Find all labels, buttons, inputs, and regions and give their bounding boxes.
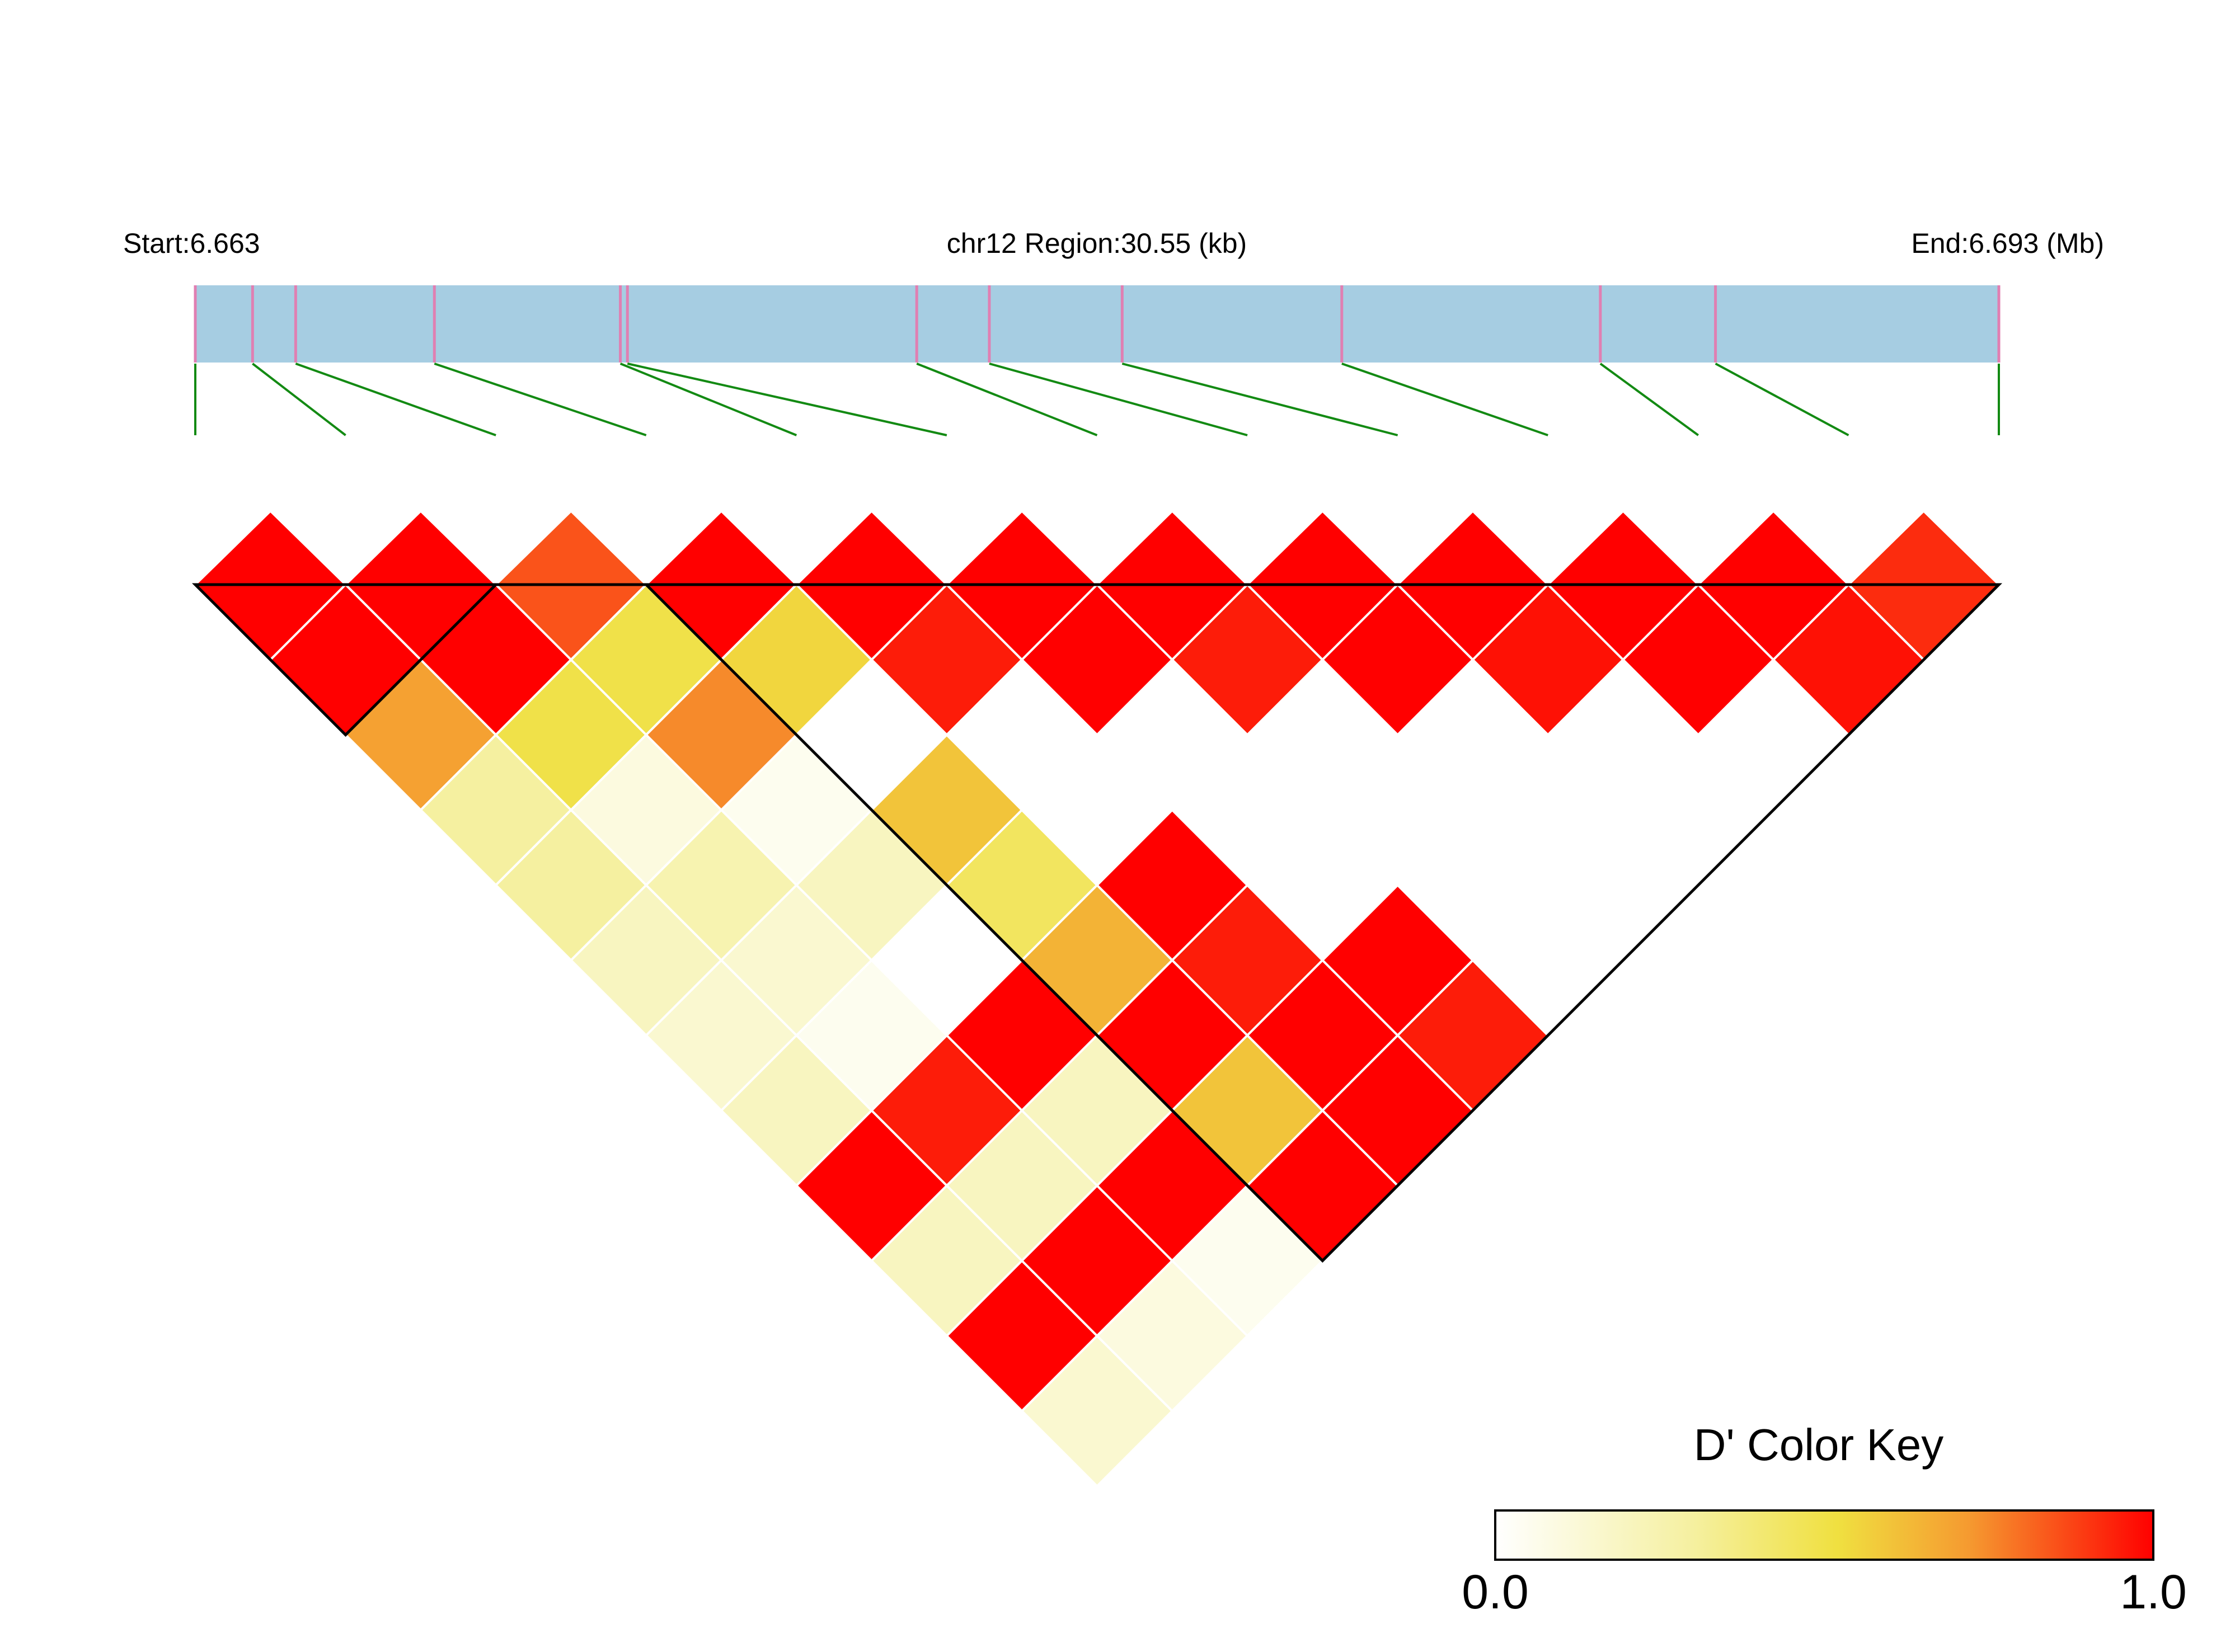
haplotype-block [642, 583, 2003, 1263]
legend-min-label: 0.0 [1462, 1565, 1529, 1619]
snp-connector [252, 363, 346, 436]
snp-connector [1341, 363, 1548, 436]
snp-connector [989, 363, 1248, 436]
snp-connector [434, 363, 647, 436]
region-label: chr12 Region:30.55 (kb) [947, 228, 1247, 259]
snp-connector [619, 363, 797, 436]
snp-connector [1715, 363, 1849, 436]
legend-title: D' Color Key [1694, 1420, 1944, 1470]
snp-connector [1599, 363, 1699, 436]
ld-cells [194, 509, 2001, 1488]
legend-max-label: 1.0 [2120, 1565, 2187, 1619]
haplotype-block-outlines [191, 583, 2003, 1263]
region-bar [195, 285, 1999, 363]
snp-connectors [194, 363, 2000, 436]
snp-connector [916, 363, 1098, 436]
end-label: End:6.693 (Mb) [1911, 228, 2104, 259]
start-label: Start:6.663 [123, 228, 260, 259]
haplotype-block [191, 583, 500, 737]
snp-connector [627, 363, 947, 436]
snp-connector [295, 363, 496, 436]
snp-connector [1121, 363, 1398, 436]
legend-color-bar [1494, 1509, 2154, 1561]
snp-ticks [194, 285, 2001, 363]
